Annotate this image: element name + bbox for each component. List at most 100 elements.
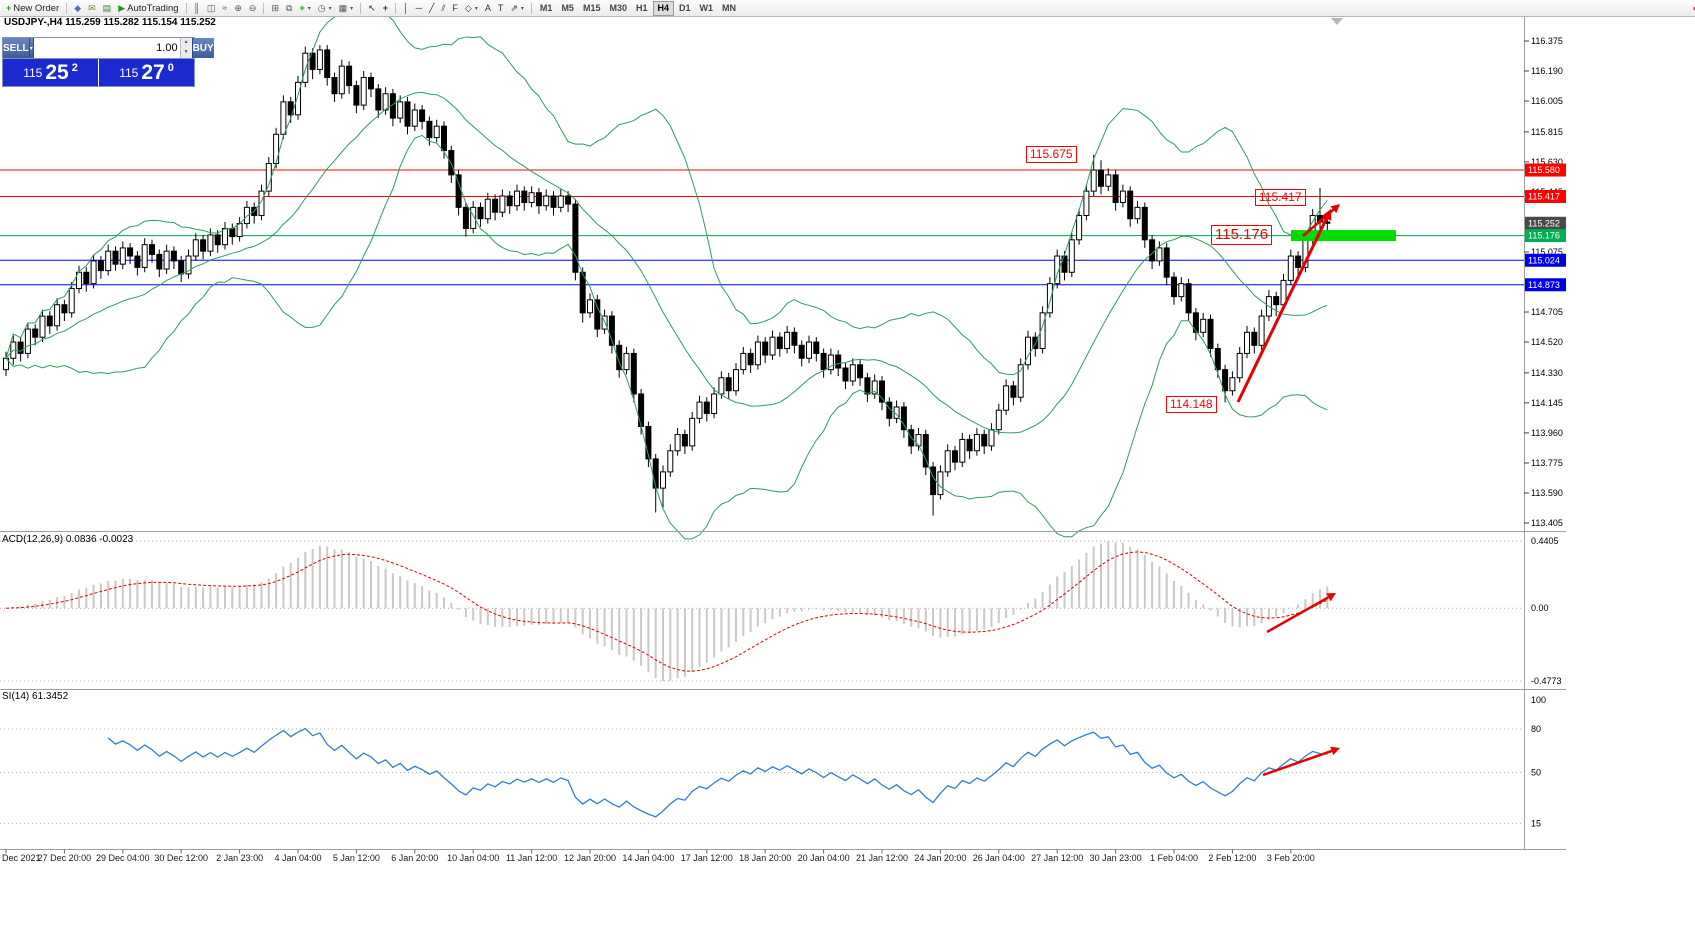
price-arrow-small[interactable] [1302, 204, 1340, 237]
candle [309, 48, 316, 80]
horizontal-line-icon[interactable]: ─ [413, 1, 425, 15]
line-chart-mode-icon[interactable]: ≈ [219, 1, 230, 15]
candle [1163, 243, 1170, 286]
candle [689, 411, 696, 451]
candle [1039, 306, 1046, 354]
price-axis[interactable]: 116.375 116.190 116.005 115.815 115.630 115.4… [1524, 36, 1566, 528]
vertical-line-icon[interactable]: │ [400, 1, 412, 15]
text-icon: A [484, 3, 491, 13]
chevron-down-icon: ▾ [474, 5, 478, 12]
bollinger-bands [5, 1, 1328, 540]
new-order-button[interactable]: + New Order [3, 1, 62, 15]
templates-icon[interactable]: ▦ ▾ [336, 1, 357, 15]
timeframe-M1[interactable]: M1 [539, 2, 553, 13]
timeframe-MN[interactable]: MN [722, 2, 737, 13]
cascade-windows-icon: ⧉ [286, 3, 293, 13]
rsi-line [107, 727, 1328, 818]
volume-field: ▲ ▼ [33, 38, 192, 58]
green-highlight-box[interactable] [1291, 230, 1396, 242]
candle [105, 244, 112, 276]
tile-windows-icon[interactable]: ⊞ [268, 1, 282, 15]
economic-calendar-icon[interactable]: ▤ [100, 1, 115, 15]
candle [579, 267, 586, 323]
rsi-axis-label: 50 [1531, 768, 1541, 778]
horizontal-level-lines[interactable] [0, 169, 1524, 286]
crosshair-icon[interactable]: + [380, 1, 391, 15]
text-label-icon[interactable]: T [495, 1, 507, 15]
macd-axis-label: 0.4405 [1531, 536, 1559, 546]
time-label: 29 Dec 04:00 [96, 853, 150, 863]
text-icon[interactable]: A [482, 1, 494, 15]
bollinger-lower-band[interactable] [5, 134, 1328, 540]
candle [535, 187, 542, 214]
svg-text:115.252: 115.252 [1528, 218, 1560, 228]
zoom-out-icon[interactable]: ⊖ [246, 1, 260, 15]
candle [360, 71, 367, 110]
shapes-icon[interactable]: ◇ ▾ [462, 1, 481, 15]
candle [952, 445, 958, 471]
candlestick-mode-icon[interactable]: ◫ [204, 1, 219, 15]
trade-panel-prices: 115 25 2 115 27 0 [3, 58, 194, 86]
periods-icon[interactable]: ◷ ▾ [315, 1, 335, 15]
bollinger-middle-band[interactable] [5, 91, 1328, 434]
rsi-arrow[interactable] [1262, 746, 1340, 777]
candle [674, 428, 681, 456]
bollinger-upper-band[interactable] [5, 1, 1328, 376]
candle [302, 46, 309, 88]
time-label: 27 Jan 12:00 [1031, 853, 1083, 863]
candle [1258, 309, 1265, 351]
zoom-in-icon[interactable]: ⊕ [231, 1, 245, 15]
timeframe-H4[interactable]: H4 [652, 0, 675, 16]
candle [97, 256, 104, 279]
volume-input[interactable] [33, 38, 180, 58]
volume-down-button[interactable]: ▼ [180, 48, 192, 58]
candle [944, 444, 951, 477]
time-label: 1 Feb 04:00 [1150, 853, 1198, 863]
price-annotation-114.148[interactable]: 114.148 [1166, 396, 1217, 413]
bar-chart-mode-icon[interactable]: ║ [191, 1, 203, 15]
candle [433, 119, 440, 143]
alert-icon[interactable]: ● [1693, 3, 1695, 13]
sell-button[interactable]: SELL [3, 38, 30, 58]
order-type-dropdown[interactable]: ▾ [29, 38, 34, 58]
buy-button[interactable]: BUY [191, 38, 214, 58]
chart-shift-marker[interactable] [1331, 18, 1343, 25]
volume-up-button[interactable]: ▲ [180, 38, 192, 48]
candle [1076, 208, 1083, 245]
price-annotation-115.417[interactable]: 115.417 [1255, 189, 1306, 206]
candle [565, 191, 572, 213]
metaquotes-icon[interactable]: ◆ [71, 1, 84, 15]
price-annotation-115.675[interactable]: 115.675 [1026, 146, 1077, 163]
candle [1200, 312, 1207, 338]
autotrading-button[interactable]: ▶ AutoTrading [115, 1, 181, 15]
mail-icon[interactable]: ✉ [85, 1, 99, 15]
arrows-icon[interactable]: ⇗ ▾ [507, 1, 527, 15]
trendline-icon[interactable]: ╱ [426, 1, 437, 15]
timeframe-M5[interactable]: M5 [561, 2, 574, 13]
cursor-icon[interactable]: ↖ [365, 1, 379, 15]
zoom-out-icon: ⊖ [248, 3, 257, 13]
candle [46, 311, 53, 334]
timeframe-M30[interactable]: M30 [609, 2, 627, 13]
indicators-icon[interactable]: + ▾ [296, 1, 313, 15]
timeframe-H1[interactable]: H1 [635, 2, 648, 13]
candle [1068, 233, 1075, 278]
candle [813, 337, 820, 362]
candle [338, 59, 345, 99]
timeframe-W1[interactable]: W1 [699, 2, 714, 13]
price-annotation-115.176[interactable]: 115.176 [1211, 225, 1273, 245]
cascade-windows-icon[interactable]: ⧉ [283, 1, 295, 15]
bid-price-button[interactable]: 115 25 2 [3, 59, 98, 86]
candle [382, 87, 389, 115]
fibonacci-icon[interactable]: F [449, 1, 461, 15]
timeframe-D1[interactable]: D1 [679, 2, 691, 13]
trendline-icon: ╱ [428, 3, 435, 13]
macd-arrow[interactable] [1266, 593, 1336, 634]
time-label: 21 Jan 12:00 [856, 853, 908, 863]
timeframe-M15[interactable]: M15 [582, 2, 601, 13]
candle [645, 421, 652, 468]
equidistant-channel-icon[interactable]: ⫽ [438, 1, 448, 15]
ask-price-button[interactable]: 115 27 0 [99, 59, 194, 86]
